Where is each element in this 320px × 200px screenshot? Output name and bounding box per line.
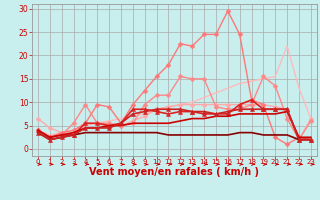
X-axis label: Vent moyen/en rafales ( km/h ): Vent moyen/en rafales ( km/h )	[89, 167, 260, 177]
